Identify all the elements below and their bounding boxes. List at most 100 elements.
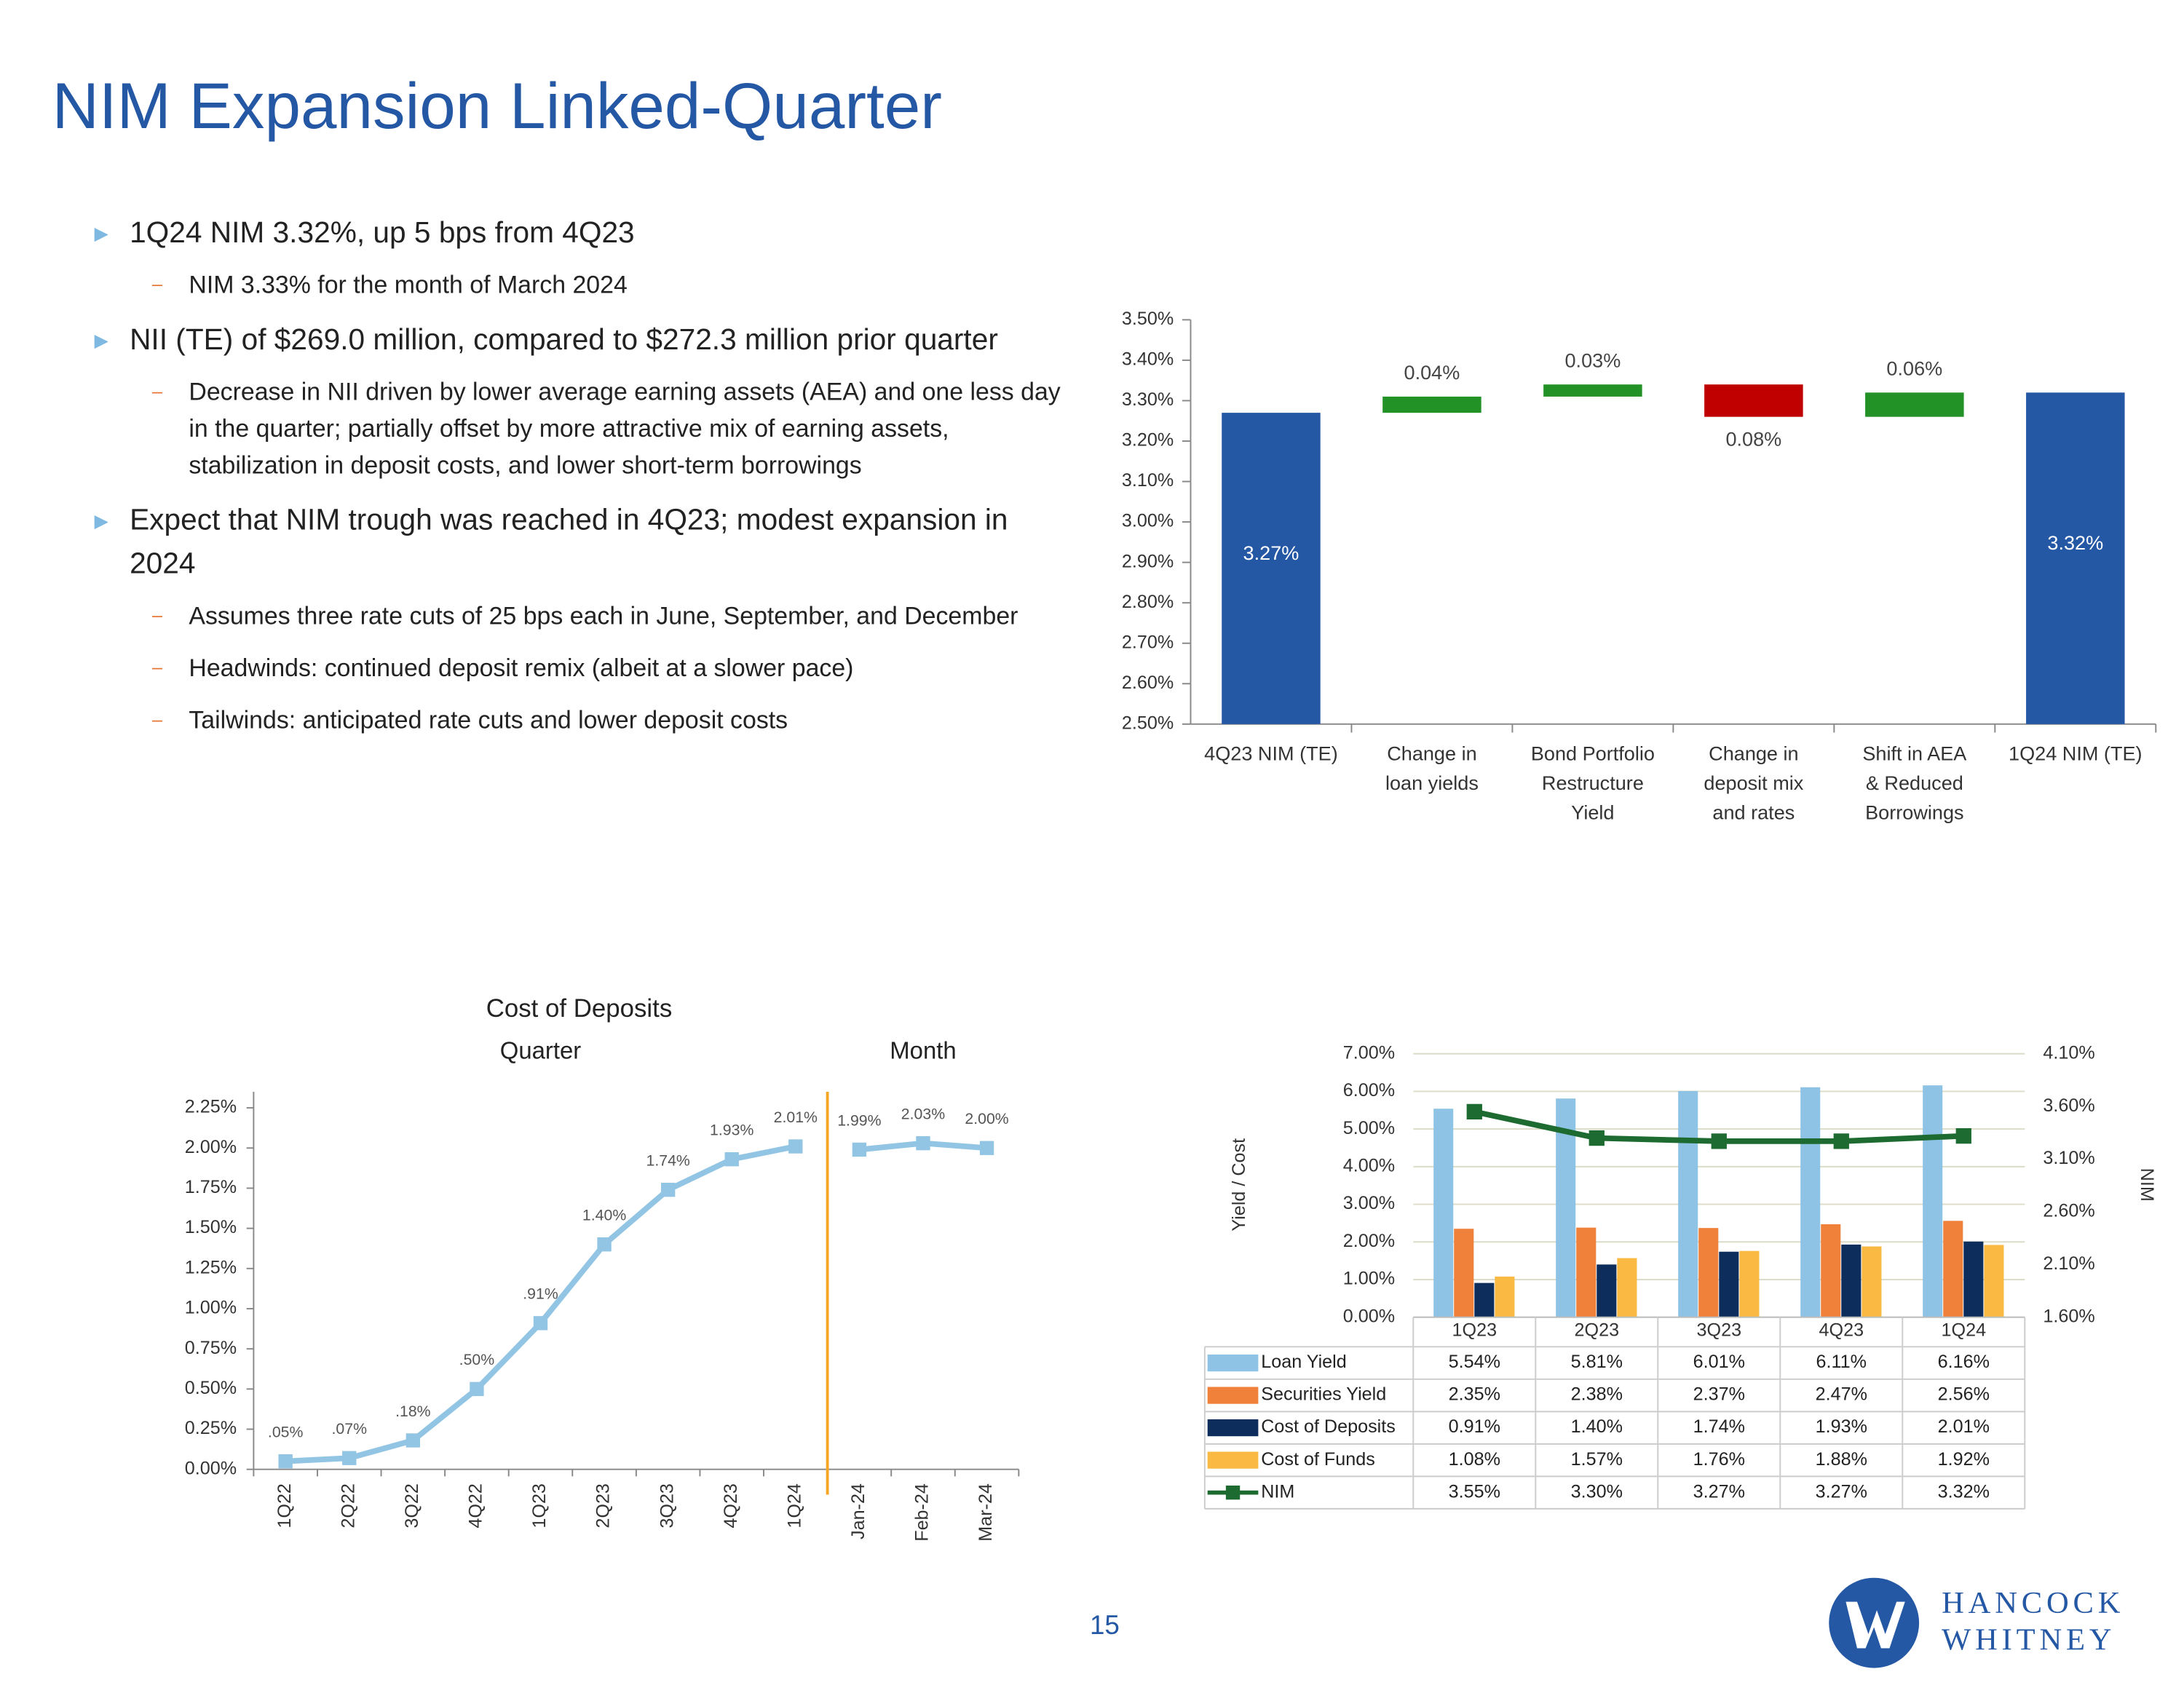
y-tick-label: 0.50% bbox=[185, 1378, 237, 1398]
x-tick-label: 4Q23 NIM (TE) bbox=[1204, 742, 1338, 765]
x-tick-label: Change in deposit mix and rates bbox=[1704, 742, 1803, 824]
y-tick-label: 2.25% bbox=[185, 1097, 237, 1117]
y-tick-label: 1.50% bbox=[185, 1217, 237, 1237]
bar bbox=[1963, 1241, 1984, 1317]
table-cell: 5.81% bbox=[1571, 1352, 1623, 1372]
bar bbox=[1597, 1264, 1617, 1317]
y-tick-label: 2.60% bbox=[1122, 673, 1174, 693]
x-tick-label: 1Q23 bbox=[1452, 1320, 1497, 1341]
marker bbox=[342, 1451, 357, 1465]
x-tick-label: 4Q22 bbox=[466, 1483, 486, 1529]
y-tick-label: 3.10% bbox=[1122, 470, 1174, 491]
y2-tick-label: 3.60% bbox=[2043, 1095, 2094, 1116]
bar bbox=[1943, 1221, 1963, 1317]
table-cell: 2.56% bbox=[1938, 1384, 1990, 1405]
bar bbox=[1474, 1282, 1495, 1317]
x-tick-label: Jan-24 bbox=[848, 1483, 869, 1539]
table-cell: 2.47% bbox=[1816, 1384, 1867, 1405]
logo-text: WHITNEY bbox=[1942, 1623, 2116, 1657]
value-label: 1.40% bbox=[582, 1207, 626, 1224]
bar bbox=[1865, 392, 1964, 417]
table-cell: 5.54% bbox=[1449, 1352, 1500, 1372]
bar bbox=[1678, 1090, 1698, 1317]
value-label: 3.27% bbox=[1243, 542, 1299, 564]
bullet: 1Q24 NIM 3.32%, up 5 bps from 4Q23 bbox=[95, 211, 1067, 255]
y-tick-label: 2.50% bbox=[1122, 713, 1174, 733]
table-cell: 3.55% bbox=[1449, 1481, 1500, 1502]
y-tick-label: 2.90% bbox=[1122, 551, 1174, 571]
table-cell: 3.27% bbox=[1693, 1481, 1745, 1502]
value-label: 0.06% bbox=[1886, 357, 1942, 380]
y-tick-label: 3.40% bbox=[1122, 349, 1174, 370]
bar bbox=[1923, 1085, 1943, 1317]
y-tick-label: 3.00% bbox=[1343, 1193, 1395, 1213]
y-tick-label: 3.30% bbox=[1122, 389, 1174, 410]
bar bbox=[1382, 396, 1481, 413]
y2-axis-title: NIM bbox=[2137, 1168, 2157, 1202]
logo-glyph bbox=[1845, 1601, 1905, 1649]
y-tick-label: 1.00% bbox=[185, 1298, 237, 1318]
marker bbox=[597, 1237, 612, 1252]
value-label: .07% bbox=[332, 1420, 368, 1438]
table-cell: 1.92% bbox=[1938, 1449, 1990, 1470]
value-label: 1.93% bbox=[710, 1122, 753, 1139]
line bbox=[285, 1143, 796, 1464]
y2-tick-label: 2.60% bbox=[2043, 1201, 2094, 1221]
bar bbox=[1543, 384, 1642, 397]
x-tick-label: 1Q24 NIM (TE) bbox=[2009, 742, 2143, 765]
x-tick-label: 4Q23 bbox=[721, 1483, 741, 1529]
table-cell: 3.27% bbox=[1816, 1481, 1867, 1502]
sub-bullet: Tailwinds: anticipated rate cuts and low… bbox=[95, 702, 1067, 738]
y2-tick-label: 2.10% bbox=[2043, 1253, 2094, 1274]
y-tick-label: 6.00% bbox=[1343, 1080, 1395, 1101]
sub-bullet: NIM 3.33% for the month of March 2024 bbox=[95, 266, 1067, 303]
marker bbox=[660, 1182, 676, 1197]
x-tick-label: 1Q24 bbox=[784, 1483, 804, 1529]
y-tick-label: 2.80% bbox=[1122, 592, 1174, 612]
legend-swatch bbox=[1207, 1387, 1259, 1404]
bullet-list: 1Q24 NIM 3.32%, up 5 bps from 4Q23 NIM 3.… bbox=[95, 211, 1067, 753]
bar bbox=[2026, 392, 2125, 724]
y-tick-label: 3.50% bbox=[1122, 309, 1174, 329]
y2-tick-label: 4.10% bbox=[2043, 1042, 2094, 1063]
legend-label: Cost of Funds bbox=[1261, 1449, 1375, 1470]
x-tick-label: 3Q23 bbox=[1697, 1320, 1742, 1341]
x-tick-label: 3Q23 bbox=[657, 1483, 677, 1529]
series-header: Quarter bbox=[500, 1036, 582, 1063]
y-tick-label: 0.75% bbox=[185, 1338, 237, 1358]
table-cell: 1.74% bbox=[1693, 1416, 1745, 1437]
legend-swatch bbox=[1207, 1354, 1259, 1372]
bar bbox=[1861, 1246, 1882, 1317]
bar bbox=[1698, 1228, 1719, 1317]
x-tick-label: 3Q22 bbox=[402, 1483, 422, 1529]
x-tick-label: 2Q23 bbox=[593, 1483, 614, 1529]
sub-bullet: Headwinds: continued deposit remix (albe… bbox=[95, 649, 1067, 686]
legend-label: Loan Yield bbox=[1261, 1352, 1347, 1372]
table-cell: 3.32% bbox=[1938, 1481, 1990, 1502]
x-tick-label: Change in loan yields bbox=[1385, 742, 1479, 795]
bullet: NII (TE) of $269.0 million, compared to … bbox=[95, 318, 1067, 362]
bar bbox=[1576, 1227, 1597, 1317]
y-tick-label: 2.70% bbox=[1122, 632, 1174, 652]
y-tick-label: 3.20% bbox=[1122, 430, 1174, 451]
bar bbox=[1704, 384, 1803, 417]
chart-title: Cost of Deposits bbox=[486, 994, 673, 1023]
bar bbox=[1984, 1245, 2004, 1317]
table-cell: 2.37% bbox=[1693, 1384, 1745, 1405]
marker bbox=[1588, 1130, 1605, 1146]
y-tick-label: 2.00% bbox=[1343, 1231, 1395, 1251]
y-tick-label: 1.25% bbox=[185, 1257, 237, 1277]
y-tick-label: 7.00% bbox=[1343, 1042, 1395, 1063]
marker bbox=[788, 1139, 803, 1154]
x-tick-label: Mar-24 bbox=[976, 1483, 996, 1542]
value-label: .05% bbox=[268, 1424, 304, 1441]
table-cell: 1.93% bbox=[1816, 1416, 1867, 1437]
y-tick-label: 0.00% bbox=[185, 1458, 237, 1478]
x-tick-label: Shift in AEA & Reduced Borrowings bbox=[1862, 742, 1967, 824]
marker bbox=[979, 1141, 994, 1155]
logo-text: HANCOCK bbox=[1942, 1586, 2124, 1620]
sub-bullet: Decrease in NII driven by lower average … bbox=[95, 373, 1067, 483]
table-cell: 2.01% bbox=[1938, 1416, 1990, 1437]
